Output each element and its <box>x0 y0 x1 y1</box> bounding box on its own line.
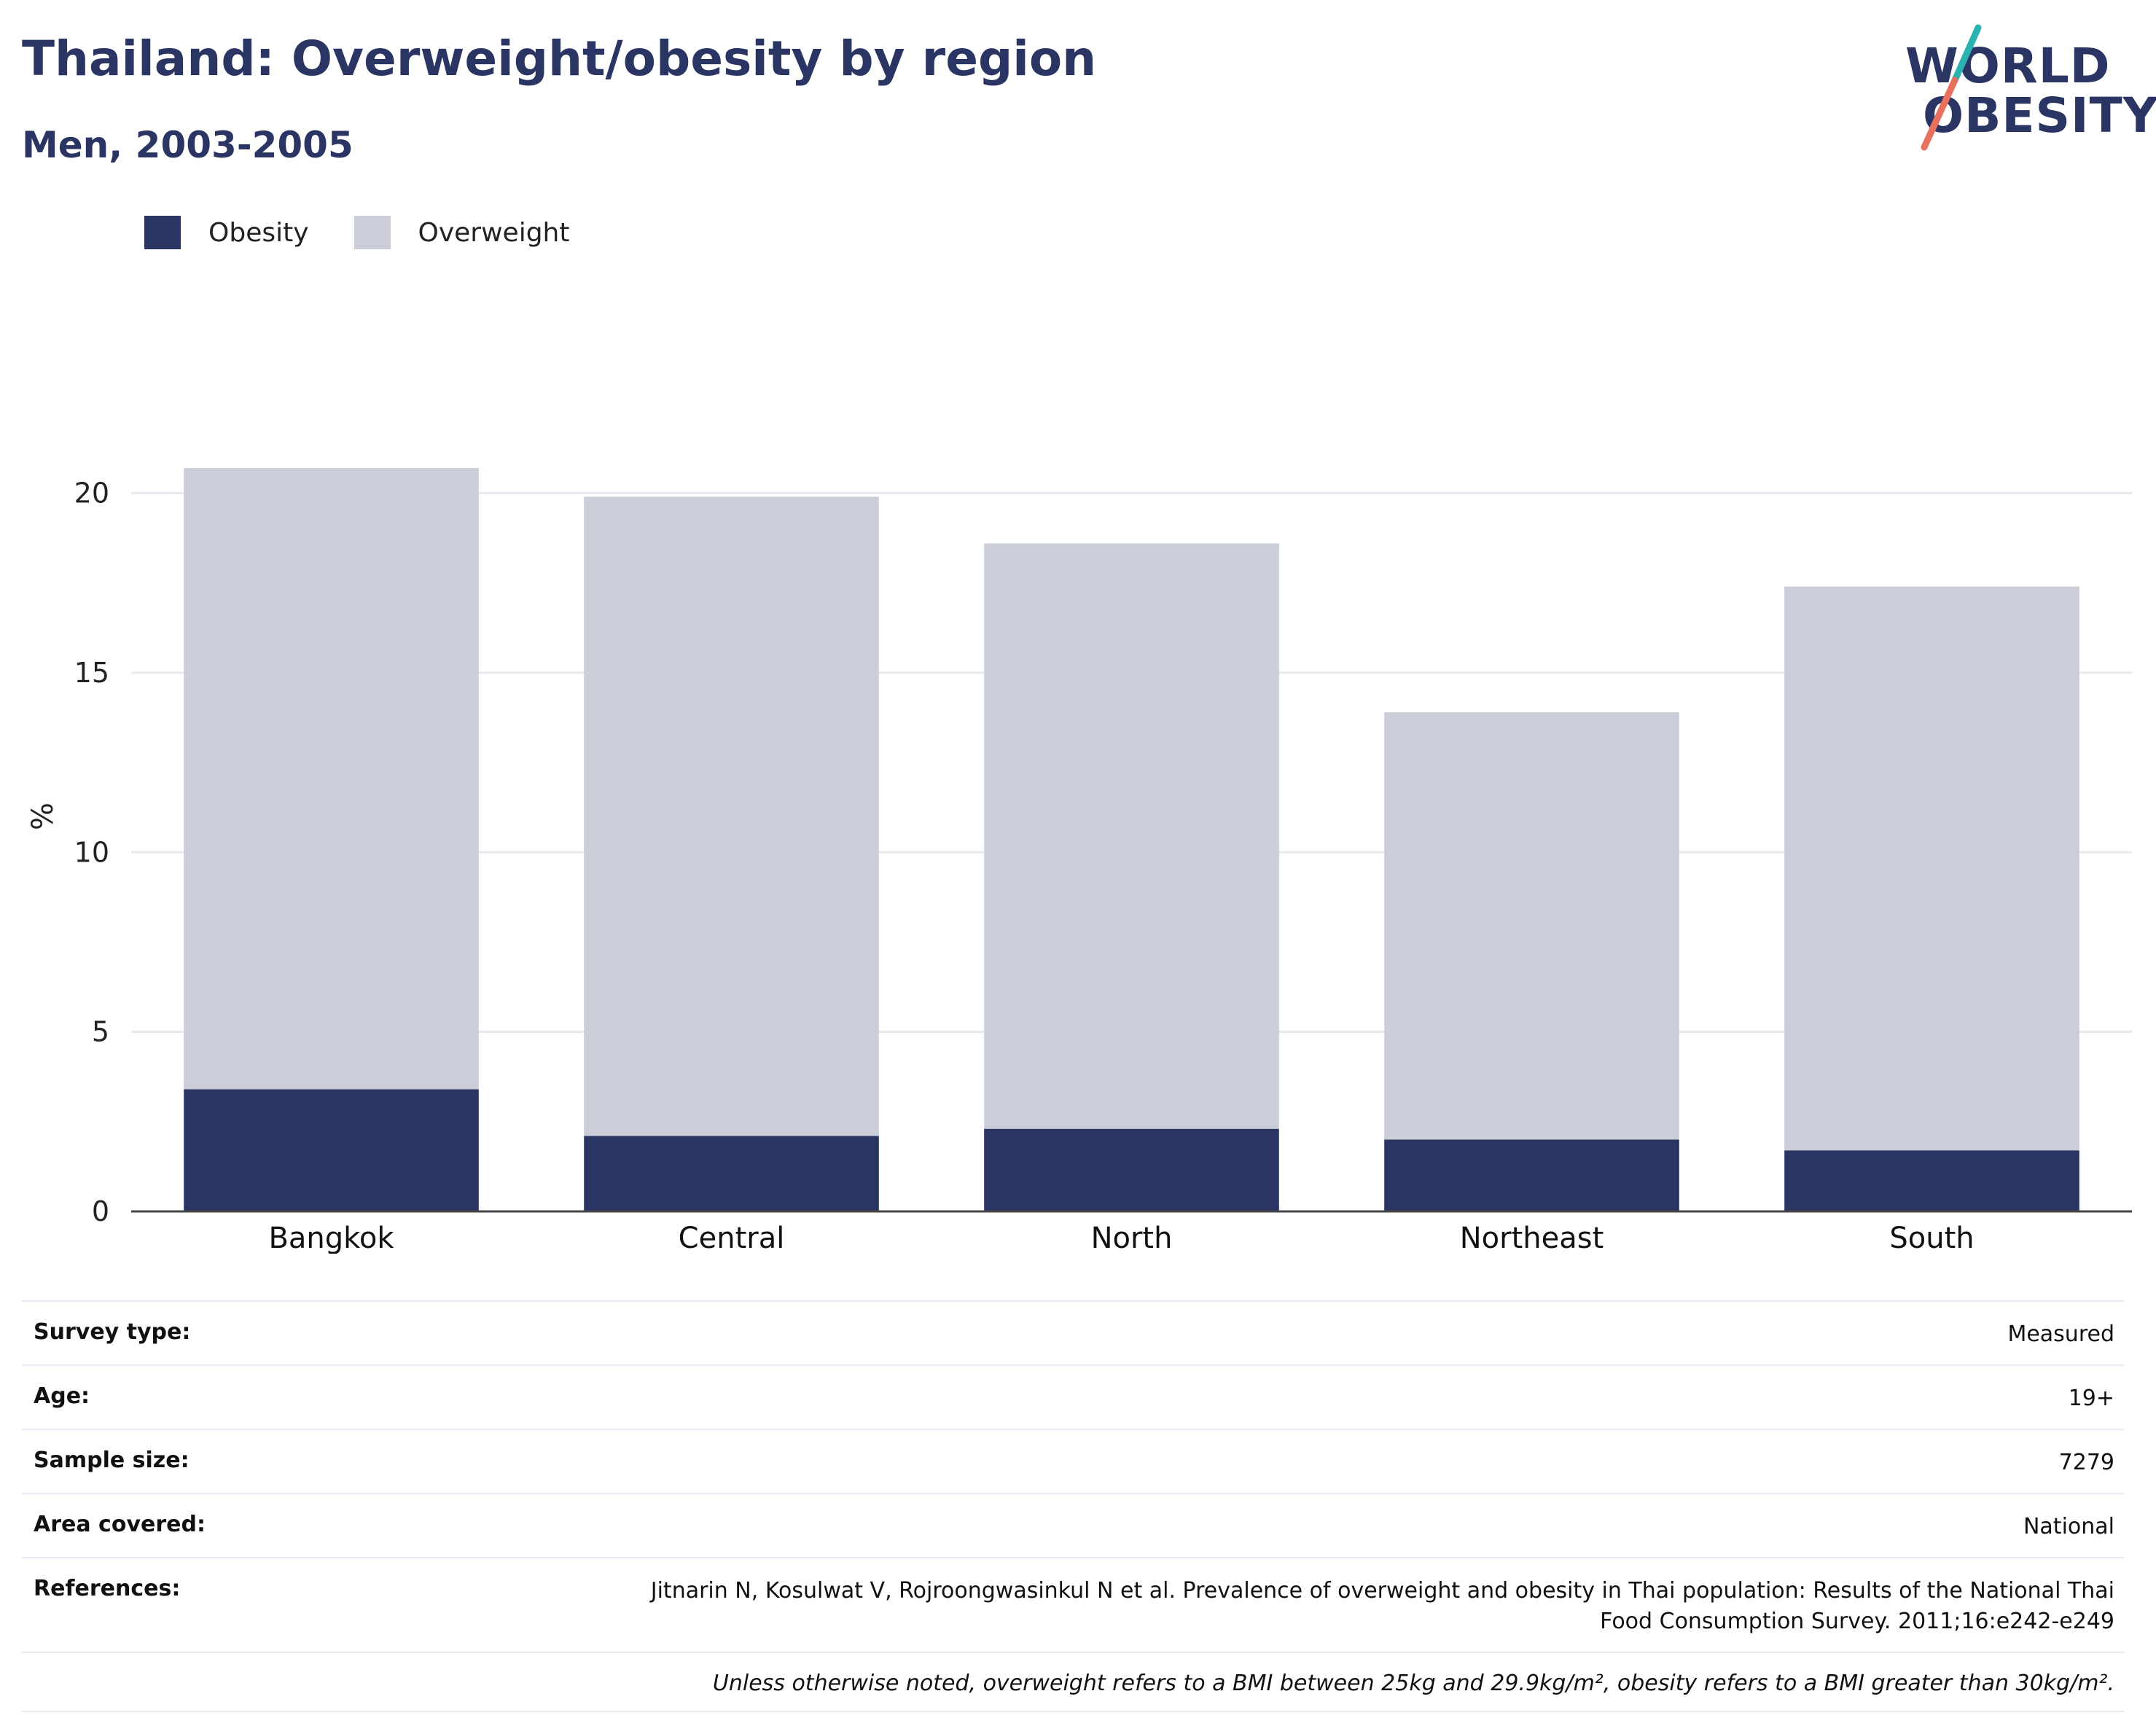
logo-word-obesity: OBESITY <box>1923 87 2156 144</box>
info-label: Age: <box>34 1383 90 1409</box>
info-value: National <box>2023 1514 2114 1539</box>
info-row-references: References: Jitnarin N, Kosulwat V, Rojr… <box>22 1558 2125 1653</box>
legend-item-overweight[interactable]: Overweight <box>354 216 570 249</box>
info-value: 19+ <box>2068 1386 2114 1411</box>
legend-label-overweight: Overweight <box>418 217 570 248</box>
bar-obesity-south <box>1784 1150 2079 1211</box>
bar-obesity-bangkok <box>184 1089 479 1211</box>
info-row-survey-type: Survey type: Measured <box>22 1302 2125 1366</box>
y-tick-label: 10 <box>74 836 109 868</box>
info-row-area-covered: Area covered: National <box>22 1494 2125 1558</box>
info-label: Sample size: <box>34 1448 190 1473</box>
y-tick-label: 5 <box>92 1016 109 1048</box>
world-obesity-logo: WORLD OBESITY <box>1902 22 2156 153</box>
bar-overweight-northeast <box>1384 712 1679 1140</box>
stacked-bar-chart: 0 5 10 15 20% Bangkok Central North Northeast Sou… <box>26 468 2132 1254</box>
bar-obesity-north <box>984 1128 1279 1211</box>
y-axis-label: % <box>26 802 60 830</box>
survey-info-table: Survey type: Measured Age: 19+ Sample si… <box>22 1300 2125 1712</box>
legend-item-obesity[interactable]: Obesity <box>144 216 309 249</box>
bmi-definition-note: Unless otherwise noted, overweight refer… <box>22 1653 2125 1712</box>
references-line: Jitnarin N, Kosulwat V, Rojroongwasinkul… <box>650 1578 2114 1604</box>
y-tick-label: 20 <box>74 477 109 509</box>
x-tick-label: North <box>1091 1222 1173 1254</box>
legend-swatch-obesity <box>144 216 181 249</box>
references-text: Jitnarin N, Kosulwat V, Rojroongwasinkul… <box>651 1576 2114 1637</box>
x-tick-label: Northeast <box>1460 1222 1604 1254</box>
logo-slash-icon <box>1921 24 1982 151</box>
bar-overweight-bangkok <box>184 468 479 1090</box>
x-tick-label: Central <box>679 1222 785 1254</box>
legend-swatch-overweight <box>354 216 391 249</box>
references-line: Food Consumption Survey. 2011;16:e242-e2… <box>1600 1609 2114 1634</box>
info-row-sample-size: Sample size: 7279 <box>22 1430 2125 1494</box>
info-label: Survey type: <box>34 1319 191 1345</box>
chart-title: Thailand: Overweight/obesity by region <box>22 31 1097 87</box>
info-value: Measured <box>2007 1321 2114 1347</box>
x-tick-label: Bangkok <box>268 1222 394 1254</box>
legend-label-obesity: Obesity <box>208 217 309 248</box>
info-label: References: <box>34 1576 181 1601</box>
note-text: Unless otherwise noted, overweight refer… <box>712 1671 2114 1696</box>
bar-overweight-central <box>584 496 879 1136</box>
bar-overweight-south <box>1784 586 2079 1151</box>
y-tick-label: 15 <box>74 657 109 689</box>
info-row-age: Age: 19+ <box>22 1366 2125 1430</box>
chart-subtitle: Men, 2003-2005 <box>22 124 354 166</box>
bar-overweight-north <box>984 543 1279 1129</box>
chart-legend: Obesity Overweight <box>144 216 614 249</box>
bar-obesity-northeast <box>1384 1139 1679 1211</box>
bar-obesity-central <box>584 1136 879 1211</box>
x-tick-label: South <box>1889 1222 1974 1254</box>
info-label: Area covered: <box>34 1512 206 1537</box>
info-value: 7279 <box>2058 1450 2114 1475</box>
logo-word-world: WORLD <box>1905 38 2111 94</box>
y-tick-label: 0 <box>92 1195 109 1227</box>
